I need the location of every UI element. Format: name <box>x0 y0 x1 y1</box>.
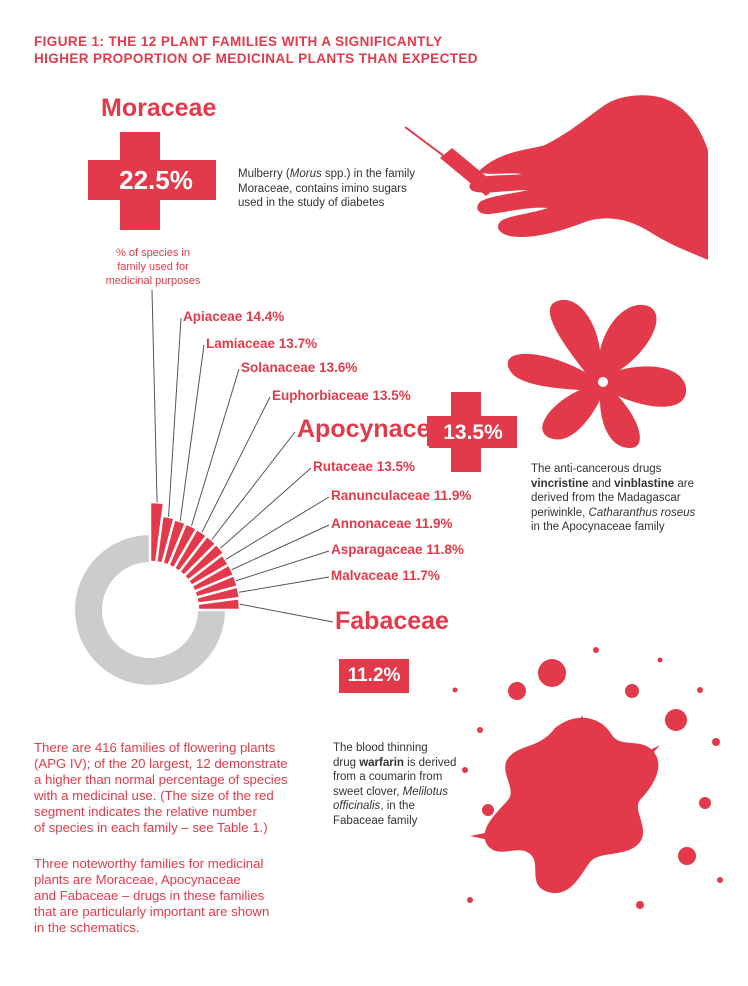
body-line: (APG IV); of the 20 largest, 12 demonstr… <box>34 756 288 771</box>
caption-text: drug <box>333 756 360 769</box>
caption-line-5: in the Apocynaceae family <box>531 521 665 533</box>
caption-line-1: Mulberry (Morus spp.) in the family <box>238 167 458 182</box>
caption-line-5: officinalis, in the <box>333 799 463 814</box>
leader-line-rutaceae <box>220 467 312 549</box>
caption-text: sweet clover, <box>333 785 403 798</box>
label-euphorbiaceae: Euphorbiaceae 13.5% <box>272 388 411 403</box>
drug-warfarin: warfarin <box>359 756 404 769</box>
donut-segment-rutaceae <box>182 542 227 583</box>
caption-line-4: sweet clover, Melilotus <box>333 785 463 800</box>
leader-line-apocynaceae <box>211 431 296 540</box>
caption-text: are <box>674 477 695 490</box>
leader-lines <box>151 289 334 623</box>
donut-remainder <box>75 535 225 685</box>
caption-line-2: drug warfarin is derived <box>333 756 463 771</box>
label-ranunculaceae: Ranunculaceae 11.9% <box>331 488 472 503</box>
label-lamiaceae: Lamiaceae 13.7% <box>206 336 318 351</box>
body-line: plants are Moraceae, Apocynaceae <box>34 872 241 887</box>
caption-line-1: The blood thinning <box>333 742 428 754</box>
donut-segment-fabaceae <box>196 596 242 612</box>
moraceae-caption: Mulberry (Morus spp.) in the family Mora… <box>238 167 458 211</box>
donut-segment-moraceae <box>148 500 166 564</box>
periwinkle-flower-icon <box>507 299 687 448</box>
caption-line-3: from a coumarin from <box>333 771 443 783</box>
syringe-hand-icon <box>404 95 708 260</box>
caption-species: Catharanthus roseus <box>588 506 696 519</box>
caption-line-3: derived from the Madagascar <box>531 492 681 504</box>
apocynaceae-caption: The anti-cancerous drugs vincristine and… <box>531 462 731 535</box>
caption-line-3: used in the study of diabetes <box>238 197 385 209</box>
caption-species: officinalis <box>333 800 381 812</box>
leader-line-euphorbiaceae <box>201 396 271 533</box>
body-line: in the schematics. <box>34 920 140 935</box>
fabaceae-caption: The blood thinning drug warfarin is deri… <box>333 741 463 828</box>
body-line: and Fabaceae – drugs in these families <box>34 888 265 903</box>
donut-layer <box>75 500 242 685</box>
note-line-3: medicinal purposes <box>105 275 201 287</box>
leader-line-moraceae <box>151 289 158 503</box>
leader-line-apiaceae <box>168 317 182 517</box>
body-paragraph-1: There are 416 families of flowering plan… <box>34 740 334 836</box>
caption-text: and <box>588 477 615 490</box>
leader-line-lamiaceae <box>179 344 205 522</box>
label-annonaceae: Annonaceae 11.9% <box>331 516 453 531</box>
leader-line-annonaceae <box>231 524 330 571</box>
caption-genus: Melilotus <box>402 785 449 798</box>
label-fabaceae: Fabaceae <box>335 607 449 635</box>
label-malvaceae: Malvaceae 11.7% <box>331 568 440 583</box>
note-line-2: family used for <box>117 261 189 273</box>
body-line: Three noteworthy families for medicinal <box>34 856 264 871</box>
moraceae-note: % of species in family used for medicina… <box>90 246 216 288</box>
body-line: There are 416 families of flowering plan… <box>34 740 276 755</box>
figure-title-line-1: FIGURE 1: THE 12 PLANT FAMILIES WITH A S… <box>34 34 443 49</box>
body-line: of species in each family – see Table 1.… <box>34 820 268 835</box>
caption-text: Mulberry ( <box>238 168 290 180</box>
caption-line-6: Fabaceae family <box>333 814 418 827</box>
blood-splatter-icon <box>452 647 723 909</box>
figure-title: FIGURE 1: THE 12 PLANT FAMILIES WITH A S… <box>34 33 534 67</box>
caption-text: spp.) in the family <box>321 168 416 180</box>
moraceae-pct-badge: 22.5% <box>96 160 216 200</box>
leader-line-malvaceae <box>238 576 330 593</box>
moraceae-name: Moraceae <box>101 94 217 122</box>
body-line: segment indicates the relative number <box>34 804 257 819</box>
caption-genus: Morus <box>289 168 322 180</box>
label-solanaceae: Solanaceae 13.6% <box>241 360 358 375</box>
fabaceae-pct-badge: 11.2% <box>339 659 409 693</box>
caption-text: periwinkle, <box>531 506 589 519</box>
leader-line-fabaceae <box>239 603 334 623</box>
body-line: with a medicinal use. (The size of the r… <box>34 788 274 803</box>
leader-line-ranunculaceae <box>225 496 330 560</box>
label-asparagaceae: Asparagaceae 11.8% <box>331 542 464 557</box>
figure-title-line-2: HIGHER PROPORTION OF MEDICINAL PLANTS TH… <box>34 51 478 66</box>
caption-text: is derived <box>403 756 457 769</box>
caption-text: , in the <box>380 800 415 812</box>
drug-vincristine: vincristine <box>531 477 589 490</box>
caption-line-2: vincristine and vinblastine are <box>531 477 731 492</box>
leader-line-asparagaceae <box>235 550 330 582</box>
label-apiaceae: Apiaceae 14.4% <box>183 309 285 324</box>
body-paragraph-2: Three noteworthy families for medicinal … <box>34 856 334 936</box>
body-line: a higher than normal percentage of speci… <box>34 772 288 787</box>
drug-vinblastine: vinblastine <box>614 477 675 490</box>
label-rutaceae: Rutaceae 13.5% <box>313 459 416 474</box>
apocynaceae-pct-badge: 13.5% <box>429 418 517 448</box>
body-line: that are particularly important are show… <box>34 904 270 919</box>
caption-line-4: periwinkle, Catharanthus roseus <box>531 506 731 521</box>
leader-line-solanaceae <box>190 368 240 527</box>
caption-line-1: The anti-cancerous drugs <box>531 463 662 475</box>
caption-line-2: Moraceae, contains imino sugars <box>238 182 407 195</box>
note-line-1: % of species in <box>116 247 190 259</box>
